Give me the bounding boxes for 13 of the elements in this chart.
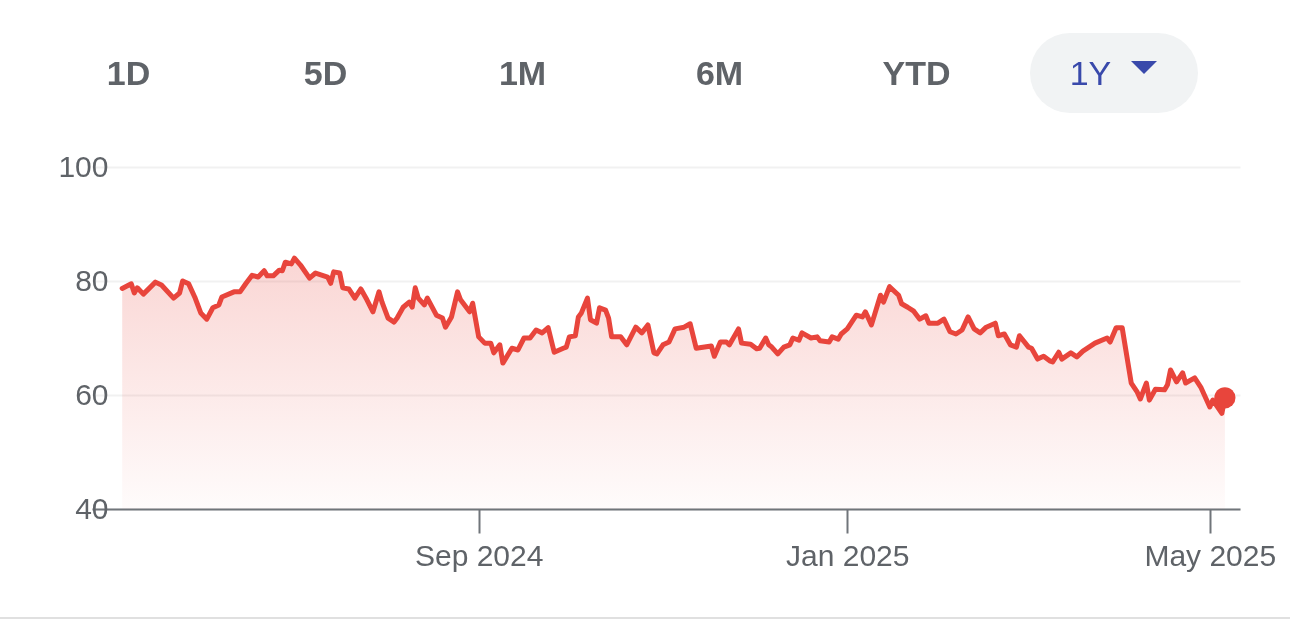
text: 5D [303, 53, 348, 93]
y-tick-label: 80 [75, 263, 109, 297]
x-tick-label: Sep 2024 [414, 538, 544, 572]
text: YTD [882, 53, 951, 93]
x-tick-label: May 2025 [1144, 538, 1277, 572]
y-tick-label: 60 [75, 377, 109, 411]
text: 1Y [1069, 53, 1112, 93]
text: 1M [498, 53, 547, 93]
text: 1D [106, 53, 151, 93]
text: 6M [695, 53, 744, 93]
y-tick-label: 100 [58, 149, 109, 183]
y-tick-label: 40 [75, 491, 109, 525]
x-tick-label: Jan 2025 [786, 538, 910, 572]
